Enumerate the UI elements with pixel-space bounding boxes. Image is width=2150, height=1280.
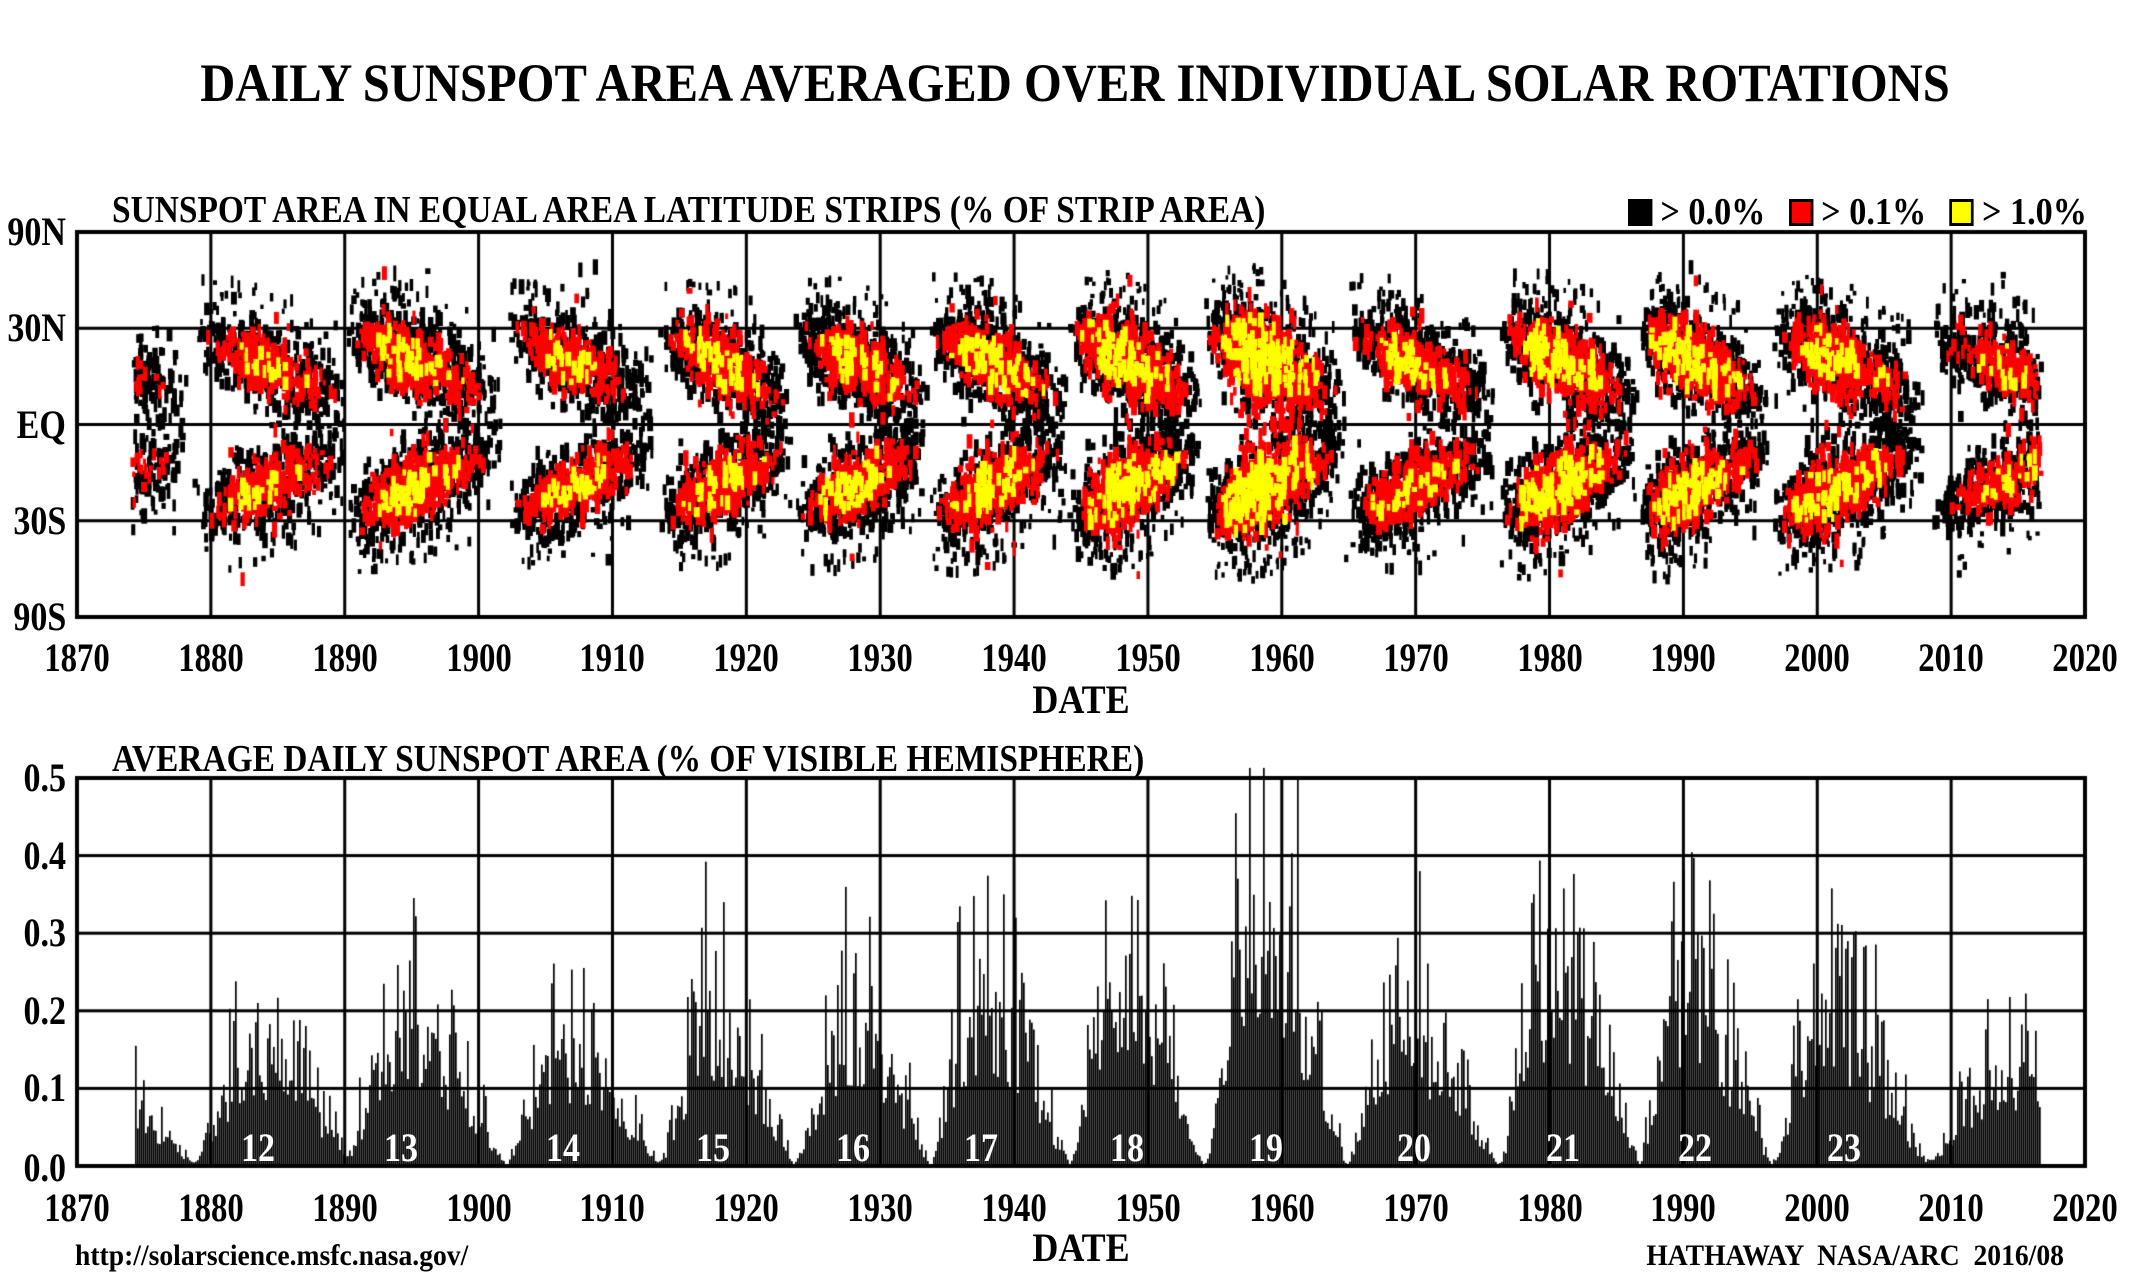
sunspot-figure-page: DAILY SUNSPOT AREA AVERAGED OVER INDIVID… — [0, 0, 2150, 1280]
charts-canvas — [0, 0, 2150, 1280]
